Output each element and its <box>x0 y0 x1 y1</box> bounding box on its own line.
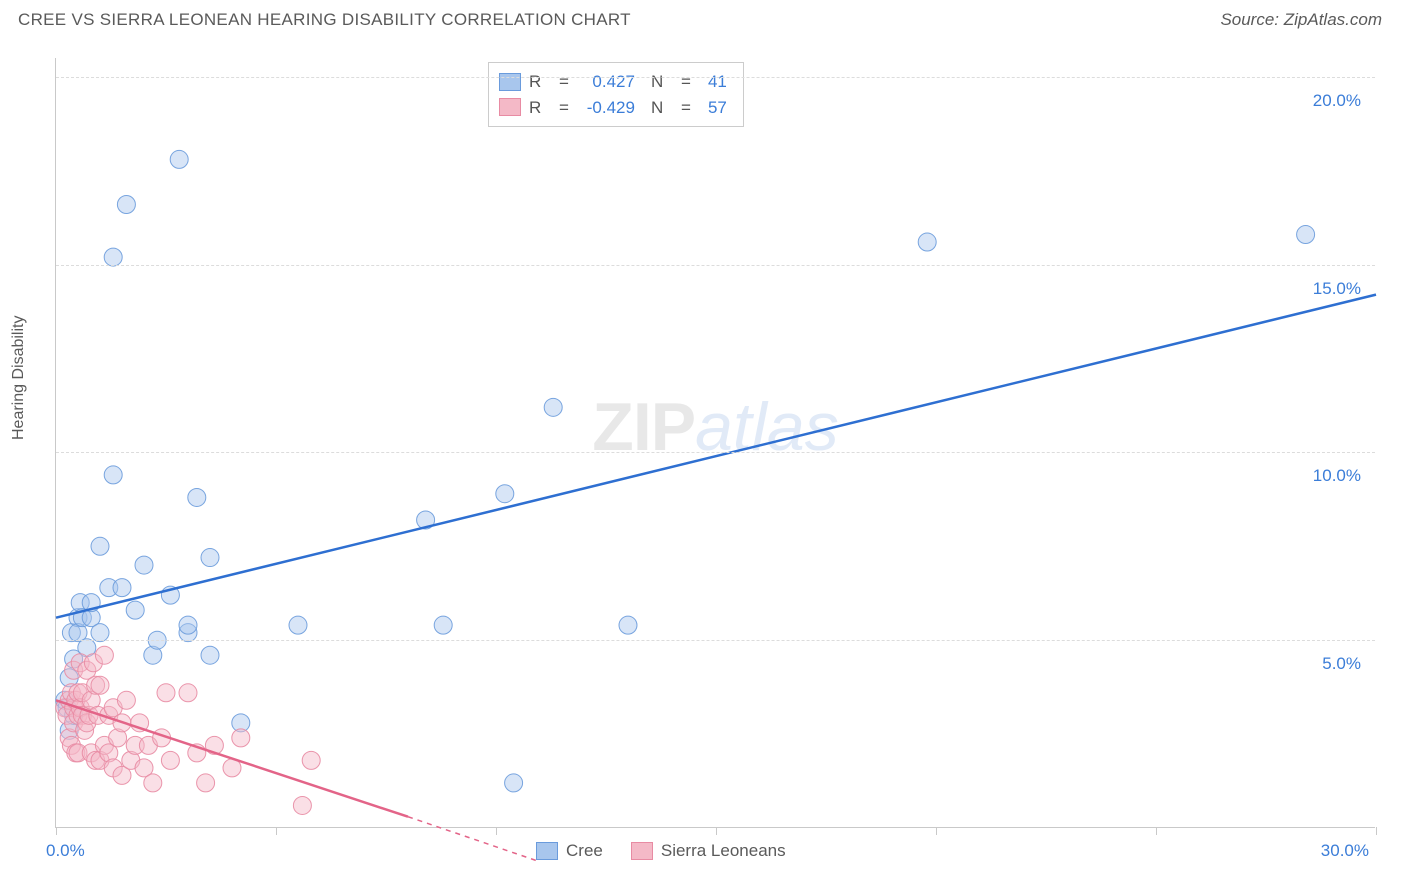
chart-source: Source: ZipAtlas.com <box>1220 10 1382 30</box>
data-point <box>201 549 219 567</box>
data-point <box>179 684 197 702</box>
trend-line-dashed <box>408 817 540 862</box>
gridline <box>56 77 1375 78</box>
data-point <box>170 150 188 168</box>
data-point <box>126 601 144 619</box>
gridline <box>56 265 1375 266</box>
x-tick <box>1156 827 1157 835</box>
data-point <box>179 616 197 634</box>
y-tick-label: 20.0% <box>1313 91 1361 111</box>
gridline <box>56 452 1375 453</box>
data-point <box>496 485 514 503</box>
data-point <box>95 646 113 664</box>
data-point <box>157 684 175 702</box>
data-point <box>117 195 135 213</box>
data-point <box>918 233 936 251</box>
legend-item-cree: Cree <box>536 841 603 861</box>
n-value-cree: 41 <box>699 69 727 95</box>
swatch-cree <box>499 73 521 91</box>
y-axis-label: Hearing Disability <box>10 316 28 441</box>
data-point <box>1297 226 1315 244</box>
r-value-sierra: -0.429 <box>577 95 635 121</box>
y-tick-label: 15.0% <box>1313 279 1361 299</box>
x-tick <box>1376 827 1377 835</box>
data-point <box>302 751 320 769</box>
data-point <box>505 774 523 792</box>
x-tick <box>936 827 937 835</box>
data-point <box>289 616 307 634</box>
x-tick-label-first: 0.0% <box>46 841 85 861</box>
data-point <box>113 579 131 597</box>
data-point <box>91 537 109 555</box>
legend-label-cree: Cree <box>566 841 603 861</box>
n-value-sierra: 57 <box>699 95 727 121</box>
data-point <box>197 774 215 792</box>
swatch-sierra <box>499 98 521 116</box>
x-tick <box>56 827 57 835</box>
data-point <box>144 774 162 792</box>
x-tick <box>276 827 277 835</box>
data-point <box>544 398 562 416</box>
data-point <box>201 646 219 664</box>
y-tick-label: 10.0% <box>1313 466 1361 486</box>
data-point <box>293 796 311 814</box>
stats-row-sierra: R = -0.429 N = 57 <box>499 95 727 121</box>
chart-title: CREE VS SIERRA LEONEAN HEARING DISABILIT… <box>18 10 631 30</box>
x-tick <box>496 827 497 835</box>
data-point <box>91 624 109 642</box>
scatter-svg <box>56 58 1375 827</box>
legend-swatch-cree <box>536 842 558 860</box>
data-point <box>135 556 153 574</box>
bottom-legend: Cree Sierra Leoneans <box>536 841 786 861</box>
r-value-cree: 0.427 <box>577 69 635 95</box>
data-point <box>434 616 452 634</box>
y-tick-label: 5.0% <box>1322 654 1361 674</box>
data-point <box>161 751 179 769</box>
chart-header: CREE VS SIERRA LEONEAN HEARING DISABILIT… <box>0 0 1406 36</box>
legend-item-sierra: Sierra Leoneans <box>631 841 786 861</box>
stats-legend-box: R = 0.427 N = 41 R = -0.429 N = 57 <box>488 62 744 127</box>
stats-row-cree: R = 0.427 N = 41 <box>499 69 727 95</box>
data-point <box>188 488 206 506</box>
data-point <box>104 466 122 484</box>
legend-label-sierra: Sierra Leoneans <box>661 841 786 861</box>
gridline <box>56 640 1375 641</box>
x-tick-label-last: 30.0% <box>1321 841 1369 861</box>
x-tick <box>716 827 717 835</box>
data-point <box>104 248 122 266</box>
trend-line <box>56 295 1376 618</box>
plot-area: ZIPatlas R = 0.427 N = 41 R = -0.429 N =… <box>55 58 1375 828</box>
legend-swatch-sierra <box>631 842 653 860</box>
data-point <box>619 616 637 634</box>
data-point <box>117 691 135 709</box>
data-point <box>232 729 250 747</box>
data-point <box>91 676 109 694</box>
